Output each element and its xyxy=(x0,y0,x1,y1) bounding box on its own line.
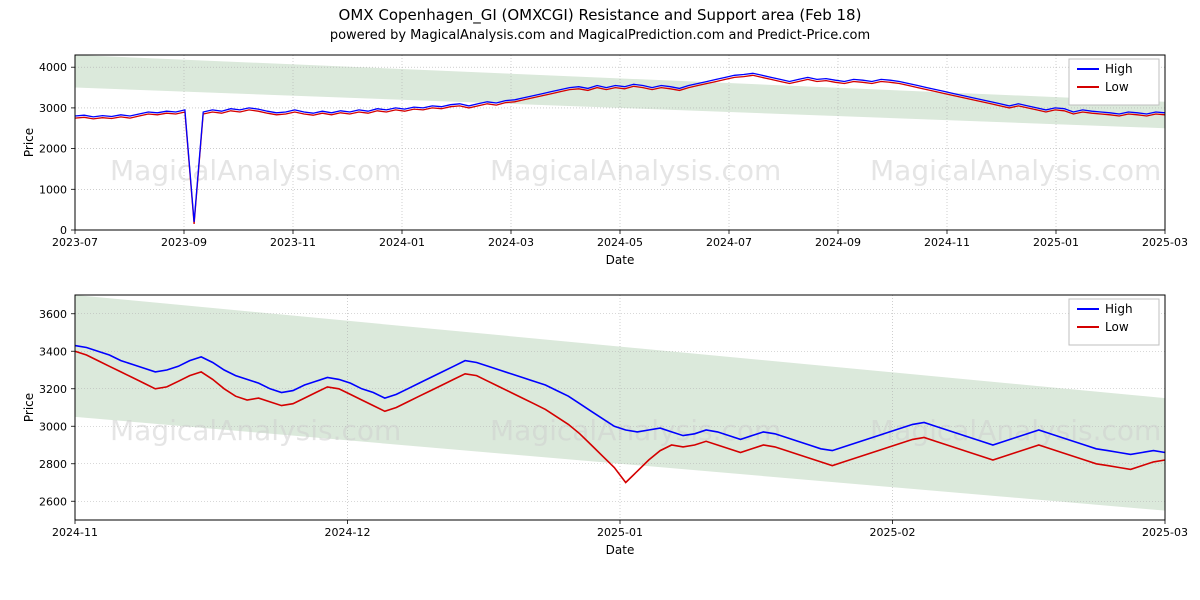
xtick-label: 2024-11 xyxy=(52,526,98,539)
ytick-label: 2000 xyxy=(39,143,67,156)
xtick-label: 2024-09 xyxy=(815,236,861,249)
xtick-label: 2024-07 xyxy=(706,236,752,249)
legend-label: High xyxy=(1105,302,1133,316)
legend-label: Low xyxy=(1105,320,1129,334)
xtick-label: 2025-03 xyxy=(1142,236,1188,249)
ytick-label: 0 xyxy=(60,224,67,237)
ytick-label: 2800 xyxy=(39,458,67,471)
chart-bottom-svg: 2024-11 2024-12 2025-01 2025-02 2025-03 2600 2… xyxy=(0,285,1200,575)
xtick-label: 2023-11 xyxy=(270,236,316,249)
ytick-label: 3400 xyxy=(39,345,67,358)
watermark-text: MagicalAnalysis.com xyxy=(110,154,401,187)
chart-bottom: 2024-11 2024-12 2025-01 2025-02 2025-03 2600 2… xyxy=(0,285,1200,575)
xtick-label: 2024-12 xyxy=(325,526,371,539)
ytick-label: 3600 xyxy=(39,308,67,321)
ytick-label: 4000 xyxy=(39,61,67,74)
chart-top-svg: 2023-07 2023-09 2023-11 2024-01 2024-03 2024-… xyxy=(0,45,1200,285)
chart-top: 2023-07 2023-09 2023-11 2024-01 2024-03 2024-… xyxy=(0,45,1200,285)
x-axis-label: Date xyxy=(606,543,635,557)
xtick-label: 2025-01 xyxy=(1033,236,1079,249)
page-subtitle: powered by MagicalAnalysis.com and Magic… xyxy=(0,24,1200,45)
ytick-label: 3000 xyxy=(39,420,67,433)
page-title: OMX Copenhagen_GI (OMXCGI) Resistance an… xyxy=(0,0,1200,24)
watermark-text: MagicalAnalysis.com xyxy=(870,154,1161,187)
legend-label: High xyxy=(1105,62,1133,76)
xtick-label: 2024-01 xyxy=(379,236,425,249)
x-axis-label: Date xyxy=(606,253,635,267)
y-axis-label: Price xyxy=(22,393,36,422)
xtick-label: 2025-02 xyxy=(870,526,916,539)
xtick-label: 2023-07 xyxy=(52,236,98,249)
xtick-label: 2024-11 xyxy=(924,236,970,249)
xtick-label: 2024-05 xyxy=(597,236,643,249)
watermark-text: MagicalAnalysis.com xyxy=(870,414,1161,447)
xtick-label: 2024-03 xyxy=(488,236,534,249)
ytick-label: 3200 xyxy=(39,383,67,396)
watermark-text: MagicalAnalysis.com xyxy=(490,414,781,447)
xtick-label: 2023-09 xyxy=(161,236,207,249)
ytick-label: 2600 xyxy=(39,495,67,508)
y-axis-label: Price xyxy=(22,128,36,157)
xtick-label: 2025-01 xyxy=(597,526,643,539)
ytick-label: 3000 xyxy=(39,102,67,115)
watermark-text: MagicalAnalysis.com xyxy=(490,154,781,187)
watermark-text: MagicalAnalysis.com xyxy=(110,414,401,447)
ytick-label: 1000 xyxy=(39,183,67,196)
xtick-label: 2025-03 xyxy=(1142,526,1188,539)
legend-label: Low xyxy=(1105,80,1129,94)
